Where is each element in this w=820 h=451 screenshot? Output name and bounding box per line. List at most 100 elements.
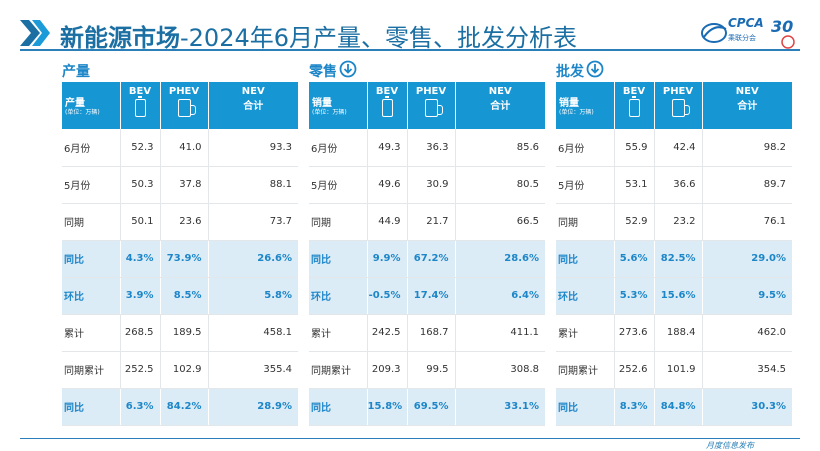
panel-heading: 批发 [556,60,604,82]
cell-nev: 30.3% [702,388,792,426]
battery-icon [381,96,393,117]
cell-phev: 102.9 [160,351,209,389]
row-label: 6月份 [556,129,615,167]
cell-bev: 50.3 [120,166,161,204]
cell-nev: 88.1 [208,166,298,204]
title-bar: 新能源市场-2024年6月产量、零售、批发分析表 CPCA 乘联分会 30 [0,0,820,58]
row-label: 环比 [62,277,121,315]
header-corner: 产量 (单位：万辆) [62,82,121,129]
cell-nev: 411.1 [455,314,545,352]
cell-phev: 73.9% [160,240,209,278]
arrow-down-circle-icon[interactable] [339,60,357,82]
panel-heading-label: 批发 [556,64,584,80]
cell-nev: 308.8 [455,351,545,389]
battery-icon [134,96,146,117]
table-row: 同比 15.8% 69.5% 33.1% [309,388,545,426]
table-row: 同期累计 252.6 101.9 354.5 [556,351,792,389]
table-row: 同比 6.3% 84.2% 28.9% [62,388,298,426]
cell-bev: 9.9% [367,240,408,278]
cell-nev: 354.5 [702,351,792,389]
nev-label: NEV [241,86,265,97]
cell-bev: 44.9 [367,203,408,241]
row-label: 同比 [309,240,368,278]
table-row: 同比 9.9% 67.2% 28.6% [309,240,545,278]
cell-phev: 23.2 [654,203,703,241]
cell-bev: 15.8% [367,388,408,426]
cell-nev: 26.6% [208,240,298,278]
table-header-row: 销量 (单位：万辆) BEV PHEV NEV 合计 [309,82,545,129]
fuel-pump-icon [671,99,690,117]
cell-nev: 6.4% [455,277,545,315]
row-label: 累计 [556,314,615,352]
cell-nev: 458.1 [208,314,298,352]
cell-nev: 89.7 [702,166,792,204]
fuel-pump-icon [177,99,196,117]
header-nev: NEV 合计 [208,82,298,129]
cell-phev: 21.7 [407,203,456,241]
page-title: 新能源市场-2024年6月产量、零售、批发分析表 [60,18,577,53]
cell-bev: 252.6 [614,351,655,389]
cell-bev: 53.1 [614,166,655,204]
phev-label: PHEV [415,86,447,97]
row-label: 同期 [556,203,615,241]
header-corner: 销量 (单位：万辆) [309,82,368,129]
data-table: 销量 (单位：万辆) BEV PHEV NEV 合计 6月份 49.3 36.3 85.6 5月份 4… [309,82,545,426]
cell-bev: 242.5 [367,314,408,352]
cell-phev: 84.2% [160,388,209,426]
table-row: 同比 8.3% 84.8% 30.3% [556,388,792,426]
logo-name: CPCA [728,16,764,30]
header-nev: NEV 合计 [455,82,545,129]
panel-heading-label: 零售 [309,64,337,80]
corner-label: 销量 [559,98,579,109]
table-row: 6月份 55.9 42.4 98.2 [556,129,792,167]
header-bev: BEV [367,82,408,129]
row-label: 同期累计 [556,351,615,389]
row-label: 同比 [556,388,615,426]
arrow-down-circle-icon[interactable] [586,60,604,82]
cell-nev: 85.6 [455,129,545,167]
table-row: 累计 268.5 189.5 458.1 [62,314,298,352]
cell-phev: 69.5% [407,388,456,426]
row-label: 5月份 [309,166,368,204]
row-label: 同比 [62,388,121,426]
phev-label: PHEV [168,86,200,97]
header-phev: PHEV [654,82,703,129]
bev-label: BEV [128,86,152,97]
cell-nev: 28.6% [455,240,545,278]
row-label: 6月份 [62,129,121,167]
page-title-bold: 新能源市场 [60,24,180,52]
cell-bev: 49.6 [367,166,408,204]
nev-sub-label: 合计 [737,101,758,112]
cell-nev: 66.5 [455,203,545,241]
row-label: 同期 [62,203,121,241]
panel-heading: 零售 [309,60,357,82]
table-row: 同期 44.9 21.7 66.5 [309,203,545,241]
header-corner: 销量 (单位：万辆) [556,82,615,129]
table-row: 6月份 52.3 41.0 93.3 [62,129,298,167]
logo-cn-name: 乘联分会 [728,34,756,42]
table-row: 同比 5.6% 82.5% 29.0% [556,240,792,278]
cpca-logo-icon [701,23,795,49]
unit-note: (单位：万辆) [312,109,347,116]
cell-bev: 5.3% [614,277,655,315]
cell-bev: 273.6 [614,314,655,352]
unit-note: (单位：万辆) [65,109,100,116]
cell-nev: 80.5 [455,166,545,204]
corner-label: 销量 [312,98,332,109]
row-label: 同期累计 [62,351,121,389]
cell-phev: 101.9 [654,351,703,389]
corner-label: 产量 [65,98,85,109]
cell-nev: 28.9% [208,388,298,426]
table-row: 同期 52.9 23.2 76.1 [556,203,792,241]
cell-bev: 8.3% [614,388,655,426]
cell-bev: 209.3 [367,351,408,389]
logo-anniversary: 30 [771,17,794,36]
row-label: 环比 [309,277,368,315]
table-row: 同期 50.1 23.6 73.7 [62,203,298,241]
cell-bev: 49.3 [367,129,408,167]
row-label: 5月份 [62,166,121,204]
row-label: 环比 [556,277,615,315]
row-label: 同期 [309,203,368,241]
cell-nev: 98.2 [702,129,792,167]
table-row: 5月份 50.3 37.8 88.1 [62,166,298,204]
